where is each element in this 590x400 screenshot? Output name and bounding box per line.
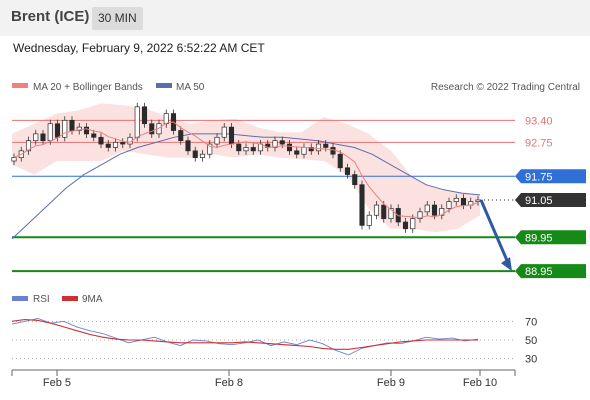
rsi-tick-70: 70: [525, 316, 537, 328]
candle-body: [54, 123, 61, 138]
candle-body: [381, 204, 387, 219]
candle-body: [98, 136, 104, 145]
candle-body: [417, 211, 423, 219]
candle-body: [402, 221, 409, 230]
candle-body: [424, 204, 430, 213]
candle-body: [315, 143, 322, 152]
candle-body: [286, 143, 293, 152]
level-label-92.75: 92.75: [525, 137, 553, 149]
candle-body: [373, 204, 380, 216]
candle-body: [76, 126, 82, 131]
candle-body: [62, 119, 68, 138]
candle-body: [69, 119, 75, 131]
candle-body: [323, 143, 329, 148]
candle-body: [120, 142, 126, 145]
candle-body: [460, 197, 467, 206]
candle-body: [344, 167, 351, 175]
rsi-line: [11, 318, 479, 356]
candle-body: [366, 214, 372, 226]
candle-body: [453, 197, 459, 203]
ma50-legend-swatch: [156, 83, 172, 88]
candle-body: [301, 147, 307, 155]
candle-body: [192, 150, 198, 158]
candle-body: [272, 140, 278, 148]
candle-body: [214, 136, 220, 145]
candle-body: [352, 174, 358, 186]
candle-body: [40, 133, 46, 142]
candle-body: [112, 142, 119, 148]
bollinger-band: [12, 103, 480, 233]
level-label-91.75: 91.75: [525, 171, 553, 183]
candle-body: [250, 147, 256, 152]
candle-body: [330, 147, 336, 155]
candle-body: [410, 218, 416, 230]
candle-body: [228, 126, 235, 145]
x-label-Feb 5: Feb 5: [43, 377, 71, 389]
x-label-Feb 9: Feb 9: [377, 377, 405, 389]
ma50-line: [11, 133, 481, 240]
level-tag-89.95: [515, 230, 586, 245]
candle-body: [11, 157, 17, 162]
credit-text: Research © 2022 Trading Central: [431, 82, 580, 93]
candle-body: [91, 133, 97, 138]
rsi-legend-label: RSI: [33, 294, 50, 305]
candle-body: [279, 140, 285, 145]
candle-body: [141, 106, 148, 125]
level-label-88.95: 88.95: [525, 266, 553, 278]
candle-body: [431, 204, 438, 216]
candle-body: [337, 153, 343, 169]
level-tag-91.75: [515, 169, 586, 184]
candle-body: [207, 143, 213, 155]
forecast-arrow-shaft: [479, 199, 511, 266]
candle-body: [33, 133, 39, 142]
candle-body: [199, 153, 206, 158]
candle-body: [178, 130, 184, 142]
level-label-91.05: 91.05: [525, 195, 553, 207]
candle-body: [134, 106, 140, 138]
candle-body: [185, 140, 191, 152]
candle-body: [149, 123, 155, 135]
candle-body: [83, 126, 90, 135]
candle-body: [388, 208, 394, 219]
header-bar: Brent (ICE) 30 MIN: [0, 0, 590, 36]
candle-body: [25, 140, 32, 152]
level-label-89.95: 89.95: [525, 232, 553, 244]
candle-body: [294, 150, 300, 155]
instrument-title: Brent (ICE): [11, 8, 90, 25]
candle-body: [163, 113, 169, 125]
candle-body: [243, 147, 249, 152]
x-label-Feb 8: Feb 8: [215, 377, 243, 389]
candle-body: [236, 143, 242, 152]
ma20-line: [13, 121, 479, 219]
ma20-legend-label: MA 20 + Bollinger Bands: [33, 82, 143, 93]
rsi-ma-legend-label: 9MA: [82, 294, 103, 305]
chart-datetime: Wednesday, February 9, 2022 6:52:22 AM C…: [13, 41, 265, 55]
timeframe-badge[interactable]: 30 MIN: [92, 7, 143, 30]
rsi-ma-legend-swatch: [62, 296, 78, 301]
ma50-legend-label: MA 50: [176, 82, 205, 93]
rsi-legend-swatch: [12, 296, 28, 301]
ma20-legend-swatch: [12, 83, 28, 88]
forecast-arrow-head: [501, 257, 512, 272]
candle-body: [446, 201, 452, 209]
candle-body: [47, 123, 53, 142]
candle-body: [359, 184, 365, 226]
rsi-tick-50: 50: [525, 335, 537, 347]
rsi-tick-30: 30: [525, 354, 537, 366]
price-chart: 93.40 92.75 91.75 91.05 89.95 88.95: [11, 102, 586, 279]
level-tag-91.05: [515, 192, 586, 207]
level-label-93.40: 93.40: [525, 115, 553, 127]
candle-body: [475, 199, 481, 203]
rsi-chart: 70 50 30: [11, 316, 537, 366]
x-axis: Feb 5 Feb 8 Feb 9 Feb 10: [11, 369, 516, 389]
level-tag-88.95: [515, 264, 586, 279]
x-label-Feb 10: Feb 10: [463, 377, 497, 389]
rsi-ma-line: [11, 318, 478, 350]
candle-body: [308, 147, 314, 152]
candle-body: [221, 126, 227, 138]
candle-body: [105, 143, 111, 148]
